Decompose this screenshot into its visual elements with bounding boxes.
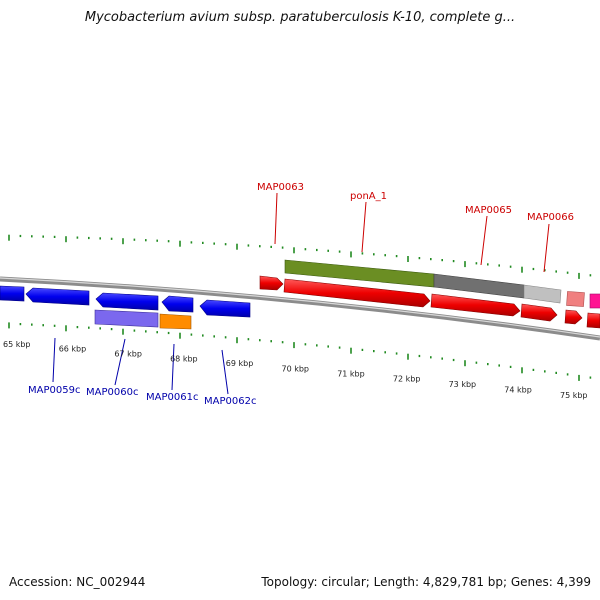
feature-bar-gray[interactable] <box>433 273 525 299</box>
gene-label-map0066[interactable]: MAP0066 <box>527 212 574 223</box>
kbp-tick-label: 69 kbp <box>226 359 254 368</box>
cds-arrow-map0060c[interactable] <box>95 292 159 311</box>
cds-arrow-map0058c[interactable] <box>0 285 25 302</box>
cds-arrow-pona1[interactable] <box>283 278 431 308</box>
leader-map0062c <box>221 349 229 395</box>
gene-label-map0060c[interactable]: MAP0060c <box>86 387 138 398</box>
cds-arrow-map0063[interactable] <box>259 275 284 291</box>
leader-map0066 <box>543 223 550 273</box>
leader-map0059c <box>52 337 56 383</box>
feature-bar-light-gray[interactable] <box>523 284 562 304</box>
kbp-tick-label: 66 kbp <box>59 345 87 354</box>
gene-label-map0061c[interactable]: MAP0061c <box>146 392 198 403</box>
gene-label-map0062c[interactable]: MAP0062c <box>204 396 256 407</box>
feature-bar-magenta[interactable] <box>589 293 600 309</box>
gene-label-map0065[interactable]: MAP0065 <box>465 205 512 216</box>
kbp-tick-label: 70 kbp <box>282 364 310 373</box>
cds-arrow-map0062c[interactable] <box>199 299 251 318</box>
leader-map0063 <box>274 192 278 245</box>
kbp-tick-label: 71 kbp <box>337 369 365 378</box>
cds-arrow-map0059c[interactable] <box>25 287 90 306</box>
leader-map0061c <box>171 343 175 391</box>
cds-arrow-edge[interactable] <box>586 312 600 329</box>
kbp-tick-label: 73 kbp <box>449 380 477 389</box>
kbp-tick-label: 75 kbp <box>560 391 588 400</box>
gene-label-map0059c[interactable]: MAP0059c <box>28 385 80 396</box>
outer-tick-ring <box>8 234 592 279</box>
backbone-ring <box>0 276 600 341</box>
cds-arrow-map0065[interactable] <box>430 293 521 317</box>
kbp-tick-label: 74 kbp <box>504 385 532 394</box>
accession-label: Accession: NC_002944 <box>9 575 146 589</box>
cds-arrow-map0066[interactable] <box>520 303 558 322</box>
map-title: Mycobacterium avium subsp. paratuberculo… <box>84 10 516 25</box>
feature-bar-orange[interactable] <box>159 313 192 330</box>
inner-tick-ring <box>8 322 592 381</box>
feature-bar-pink[interactable] <box>566 291 585 307</box>
kbp-tick-label: 68 kbp <box>170 354 198 363</box>
topology-stats: Topology: circular; Length: 4,829,781 bp… <box>261 575 591 589</box>
backbone-ring-highlight <box>0 277 600 338</box>
kbp-tick-label: 67 kbp <box>114 349 142 358</box>
gene-label-map0063[interactable]: MAP0063 <box>257 182 304 193</box>
kbp-tick-label: 72 kbp <box>393 375 421 384</box>
leader-map0060c <box>114 338 126 386</box>
gene-label-pona1[interactable]: ponA_1 <box>350 191 387 202</box>
cds-arrow-map0061c[interactable] <box>161 295 194 313</box>
feature-bar-purple[interactable] <box>94 309 159 328</box>
leader-map0065 <box>480 215 488 266</box>
leader-pona1 <box>361 201 367 253</box>
cds-arrow-next[interactable] <box>564 309 583 325</box>
kbp-tick-label: 65 kbp <box>3 340 31 349</box>
kbp-label-group: 65 kbp 66 kbp 67 kbp 68 kbp 69 kbp 70 kbp 71 k… <box>3 340 588 400</box>
